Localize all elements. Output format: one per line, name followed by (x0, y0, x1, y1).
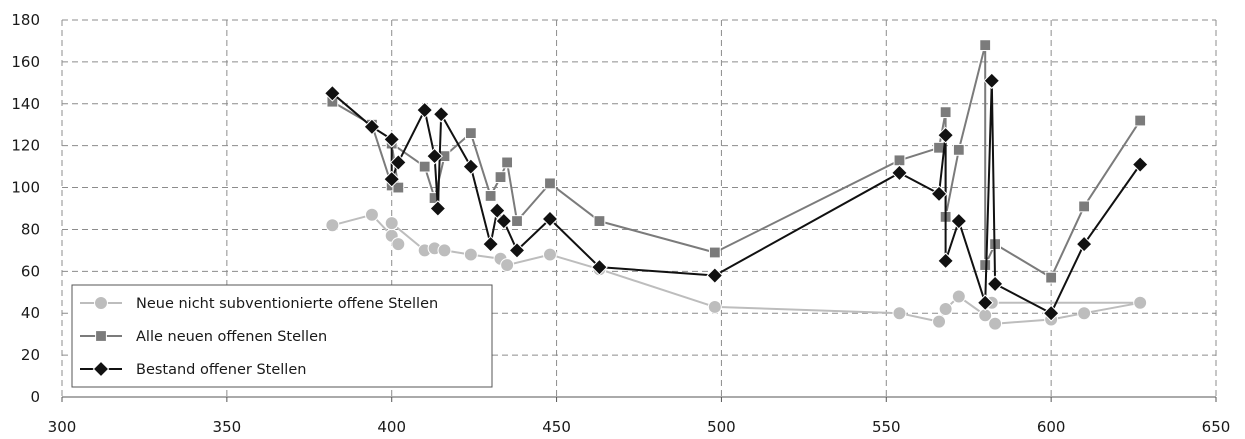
data-point (392, 181, 405, 194)
data-point (591, 258, 608, 276)
data-point (484, 190, 497, 202)
data-point (950, 212, 968, 230)
legend-item: Alle neuen offenen Stellen (80, 329, 327, 345)
data-point (939, 106, 952, 119)
data-point (938, 302, 953, 317)
data-point (932, 314, 947, 329)
data-point (428, 192, 441, 204)
series-line (331, 79, 1142, 315)
data-point (976, 294, 994, 312)
data-point (937, 252, 954, 270)
legend-marker (92, 360, 110, 378)
data-point (1078, 200, 1091, 213)
data-point (986, 275, 1004, 293)
y-tick-label: 180 (11, 11, 40, 29)
data-point (501, 156, 514, 169)
data-point (432, 105, 450, 123)
series-group (324, 39, 1149, 331)
legend-item: Neue nicht subventionierte offene Stelle… (80, 296, 438, 312)
data-point (891, 164, 908, 182)
legend-marker (94, 296, 108, 310)
y-tick-label: 0 (30, 388, 40, 406)
x-tick-label: 600 (1037, 418, 1066, 436)
data-point (482, 235, 499, 253)
y-tick-label: 80 (21, 220, 40, 238)
y-tick-label: 20 (21, 346, 40, 364)
x-tick-label: 500 (707, 418, 736, 436)
legend-label: Alle neuen offenen Stellen (136, 329, 327, 345)
legend-marker (95, 330, 107, 342)
data-point (544, 177, 556, 190)
data-point (429, 200, 447, 217)
data-point (707, 299, 722, 314)
y-tick-label: 120 (11, 137, 40, 155)
data-point (893, 154, 906, 167)
data-point (930, 185, 948, 203)
x-tick-label: 650 (1202, 418, 1231, 436)
data-point (426, 147, 443, 165)
data-point (708, 246, 721, 259)
data-point (1134, 114, 1147, 127)
axes: 0 20 40 60 80 100 120 140 160 180 300 350 400 450 500 5… (11, 11, 1230, 436)
data-point (1042, 304, 1060, 322)
data-point (363, 118, 381, 136)
data-point (437, 243, 452, 258)
data-point (593, 215, 606, 227)
data-point (462, 158, 480, 175)
data-point (325, 218, 340, 233)
data-point (952, 143, 965, 156)
y-tick-label: 100 (11, 179, 40, 197)
data-point (494, 171, 507, 183)
x-tick-label: 400 (377, 418, 406, 436)
data-point (383, 131, 401, 148)
data-point (542, 247, 557, 262)
legend-box (71, 284, 493, 388)
data-point (391, 237, 406, 252)
data-point (384, 216, 399, 231)
legend: Neue nicht subventionierte offene Stelle… (71, 284, 493, 388)
x-tick-label: 450 (542, 418, 571, 436)
data-point (892, 306, 907, 321)
data-point (508, 242, 526, 259)
data-point (463, 247, 478, 262)
y-tick-label: 160 (11, 53, 40, 71)
data-point (983, 72, 1001, 90)
data-point (1131, 156, 1149, 173)
data-point (541, 210, 559, 228)
data-point (1045, 271, 1058, 284)
data-point (706, 267, 724, 284)
y-tick-label: 60 (21, 262, 40, 280)
x-tick-label: 300 (48, 418, 77, 436)
data-point (464, 127, 477, 139)
legend-label: Neue nicht subventionierte offene Stelle… (136, 296, 438, 312)
x-tick-label: 550 (872, 418, 901, 436)
series-3 (324, 72, 1149, 322)
y-tick-label: 40 (21, 304, 40, 322)
data-point (495, 212, 513, 230)
data-point (511, 215, 523, 227)
data-point (418, 160, 431, 173)
data-point (979, 39, 992, 52)
y-tick-label: 140 (11, 95, 40, 113)
data-point (500, 258, 515, 273)
data-point (988, 316, 1003, 331)
data-point (1075, 235, 1093, 253)
x-tick-label: 350 (213, 418, 242, 436)
data-point (383, 170, 401, 188)
data-point (389, 154, 407, 171)
data-point (324, 84, 341, 102)
data-point (416, 101, 434, 119)
data-point (979, 259, 992, 271)
legend-label: Bestand offener Stellen (136, 362, 306, 378)
data-point (951, 289, 966, 304)
data-point (1133, 295, 1148, 310)
data-point (1077, 306, 1092, 321)
data-point (488, 202, 506, 219)
legend-item: Bestand offener Stellen (80, 360, 306, 378)
data-point (937, 126, 954, 144)
data-point (364, 207, 379, 222)
